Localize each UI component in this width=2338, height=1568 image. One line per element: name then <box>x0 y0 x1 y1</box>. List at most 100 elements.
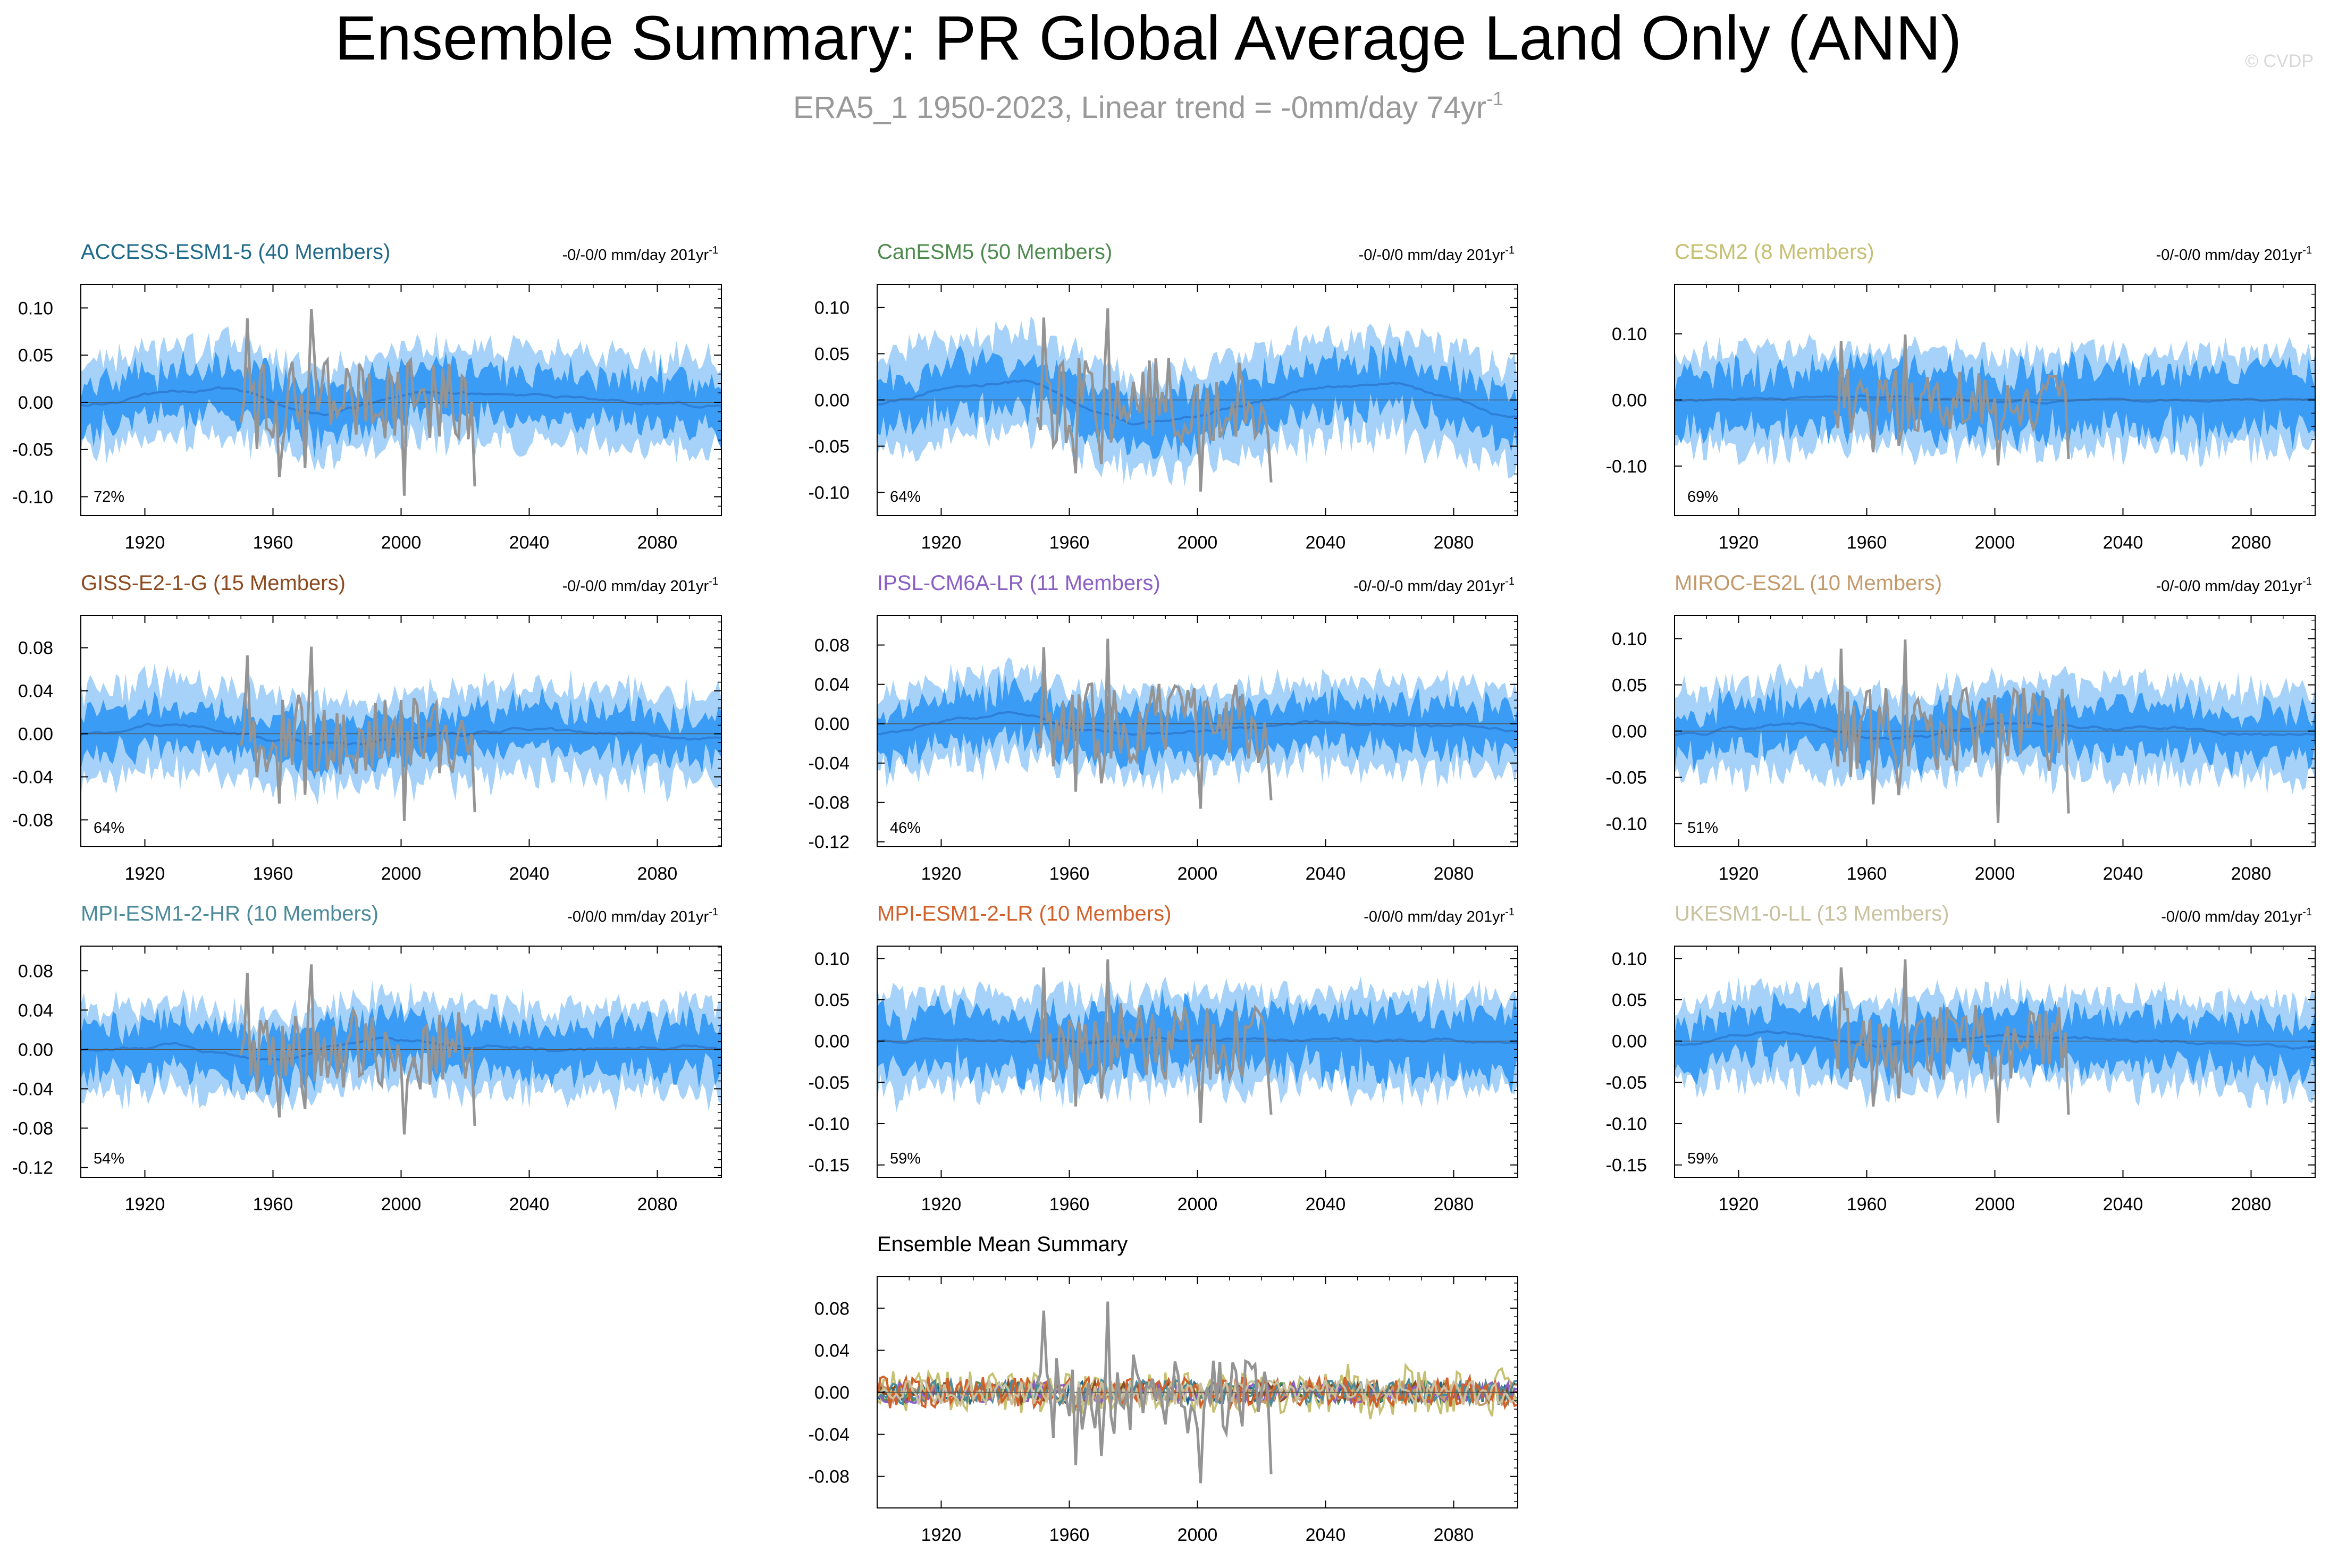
xtick-label: 2080 <box>1434 1525 1474 1545</box>
panel-ensemble-mean: Ensemble Mean Summary 0.08 0.04 0.00 -0.04 -0… <box>809 1233 1518 1545</box>
trend-label: -0/0/0 mm/day 201yr-1 <box>1364 906 1515 925</box>
percent-label: 72% <box>94 488 124 505</box>
percent-label: 64% <box>94 820 124 837</box>
ytick-label: -0.10 <box>12 487 54 507</box>
xtick-label: 2000 <box>381 1194 422 1215</box>
xtick-label: 1960 <box>253 1194 293 1215</box>
xtick-label: 1960 <box>1049 1194 1090 1215</box>
xtick-label: 2080 <box>2231 533 2272 553</box>
xtick-label: 1960 <box>253 864 293 884</box>
ytick-label: -0.12 <box>809 832 850 853</box>
ytick-label: -0.04 <box>12 767 54 787</box>
observations-line <box>1833 639 2070 823</box>
panel-mpi-esm1-2-hr: MPI-ESM1-2-HR (10 Members) -0/0/0 mm/day … <box>12 902 722 1215</box>
trend-superscript: -1 <box>1505 906 1515 918</box>
plot-area <box>877 308 1518 492</box>
trend-superscript: -1 <box>709 906 718 918</box>
panels-group: ACCESS-ESM1-5 (40 Members) -0/-0/0 mm/day… <box>12 240 2316 1545</box>
trend-text: -0/0/0 mm/day 201yr <box>1364 908 1505 925</box>
ytick-label: -0.08 <box>12 810 54 830</box>
ytick-label: 0.05 <box>814 990 850 1010</box>
observations-line <box>239 964 476 1135</box>
xtick-label: 1920 <box>125 533 165 553</box>
observations-line <box>1036 1301 1273 1483</box>
ytick-label: -0.10 <box>1606 457 1647 477</box>
subtitle-superscript: -1 <box>1486 88 1503 109</box>
percent-label: 46% <box>890 820 921 837</box>
panel-title: ACCESS-ESM1-5 (40 Members) <box>81 240 390 264</box>
percent-label: 69% <box>1687 488 1718 505</box>
trend-superscript: -1 <box>709 245 718 256</box>
ytick-label: 0.04 <box>18 681 53 702</box>
trend-text: -0/-0/0 mm/day 201yr <box>1359 247 1506 264</box>
ytick-label: 0.00 <box>1612 722 1647 742</box>
observations-line <box>1036 308 1273 492</box>
percent-label: 54% <box>94 1150 124 1167</box>
ytick-label: 0.00 <box>814 1383 850 1403</box>
subtitle-text: ERA5_1 1950-2023, Linear trend = -0mm/da… <box>793 90 1486 125</box>
observations-line <box>239 646 476 821</box>
plot-area <box>81 309 721 496</box>
panel-title: MPI-ESM1-2-HR (10 Members) <box>81 902 379 925</box>
trend-label: -0/-0/0 mm/day 201yr-1 <box>2156 576 2312 595</box>
trend-superscript: -1 <box>1505 576 1515 587</box>
ytick-label: -0.08 <box>809 1467 850 1487</box>
xtick-label: 2040 <box>2103 533 2143 553</box>
xtick-label: 2080 <box>637 864 678 884</box>
ytick-label: 0.08 <box>18 638 53 659</box>
trend-superscript: -1 <box>2302 576 2312 587</box>
trend-label: -0/0/0 mm/day 201yr-1 <box>2161 906 2312 925</box>
xtick-label: 2040 <box>1306 1525 1346 1545</box>
xtick-label: 1920 <box>921 1525 962 1545</box>
xtick-label: 2040 <box>509 1194 550 1215</box>
xtick-label: 2040 <box>2103 1194 2143 1215</box>
xtick-label: 1920 <box>1719 1194 1759 1215</box>
panel-mpi-esm1-2-lr: MPI-ESM1-2-LR (10 Members) -0/0/0 mm/day … <box>809 902 1518 1215</box>
xtick-label: 2000 <box>1975 533 2015 553</box>
panel-title: Ensemble Mean Summary <box>877 1233 1128 1256</box>
trend-label: -0/-0/0 mm/day 201yr-1 <box>562 245 718 264</box>
trend-label: -0/-0/0 mm/day 201yr-1 <box>2156 245 2312 264</box>
ytick-label: -0.05 <box>809 1073 850 1093</box>
ytick-label: -0.10 <box>809 483 850 503</box>
ytick-label: -0.05 <box>1606 768 1647 788</box>
xtick-label: 1960 <box>1847 533 1887 553</box>
percent-label: 64% <box>890 488 921 505</box>
ytick-label: -0.04 <box>809 754 850 774</box>
xtick-label: 2000 <box>381 864 422 884</box>
xtick-label: 1920 <box>125 864 165 884</box>
ensemble-mean-line <box>81 1036 721 1061</box>
ytick-label: 0.00 <box>18 1040 53 1060</box>
ytick-label: 0.04 <box>814 1341 850 1361</box>
ytick-label: 0.00 <box>18 393 53 413</box>
ytick-label: 0.10 <box>1612 324 1647 344</box>
panel-title: IPSL-CM6A-LR (11 Members) <box>877 571 1160 595</box>
ytick-label: -0.10 <box>809 1114 850 1134</box>
observations-line <box>1036 959 1273 1123</box>
panel-title: GISS-E2-1-G (15 Members) <box>81 571 346 595</box>
xtick-label: 2080 <box>2231 864 2272 884</box>
xtick-label: 2000 <box>1178 864 1218 884</box>
ytick-label: 0.04 <box>18 1000 53 1021</box>
ytick-label: -0.12 <box>12 1158 54 1178</box>
xtick-label: 2040 <box>1306 533 1346 553</box>
ytick-label: -0.15 <box>1606 1156 1647 1176</box>
xtick-label: 2080 <box>2231 1194 2272 1215</box>
ytick-label: 0.10 <box>814 298 850 318</box>
panel-title: UKESM1-0-LL (13 Members) <box>1675 902 1949 925</box>
xtick-label: 1920 <box>921 1194 962 1215</box>
xtick-label: 1960 <box>1049 864 1090 884</box>
ensemble-mean-line <box>1675 1030 2315 1050</box>
plot-area <box>81 646 721 821</box>
ytick-label: 0.10 <box>18 298 53 318</box>
plot-area <box>1675 959 2315 1123</box>
plot-area <box>877 959 1518 1123</box>
xtick-label: 2000 <box>1178 1525 1218 1545</box>
trend-label: -0/0/0 mm/day 201yr-1 <box>567 906 718 925</box>
panel-title: CanESM5 (50 Members) <box>877 240 1112 264</box>
observations-line <box>1833 959 2070 1123</box>
xtick-label: 1960 <box>253 533 293 553</box>
ytick-label: -0.10 <box>1606 1114 1647 1134</box>
ytick-label: 0.10 <box>1612 629 1647 650</box>
